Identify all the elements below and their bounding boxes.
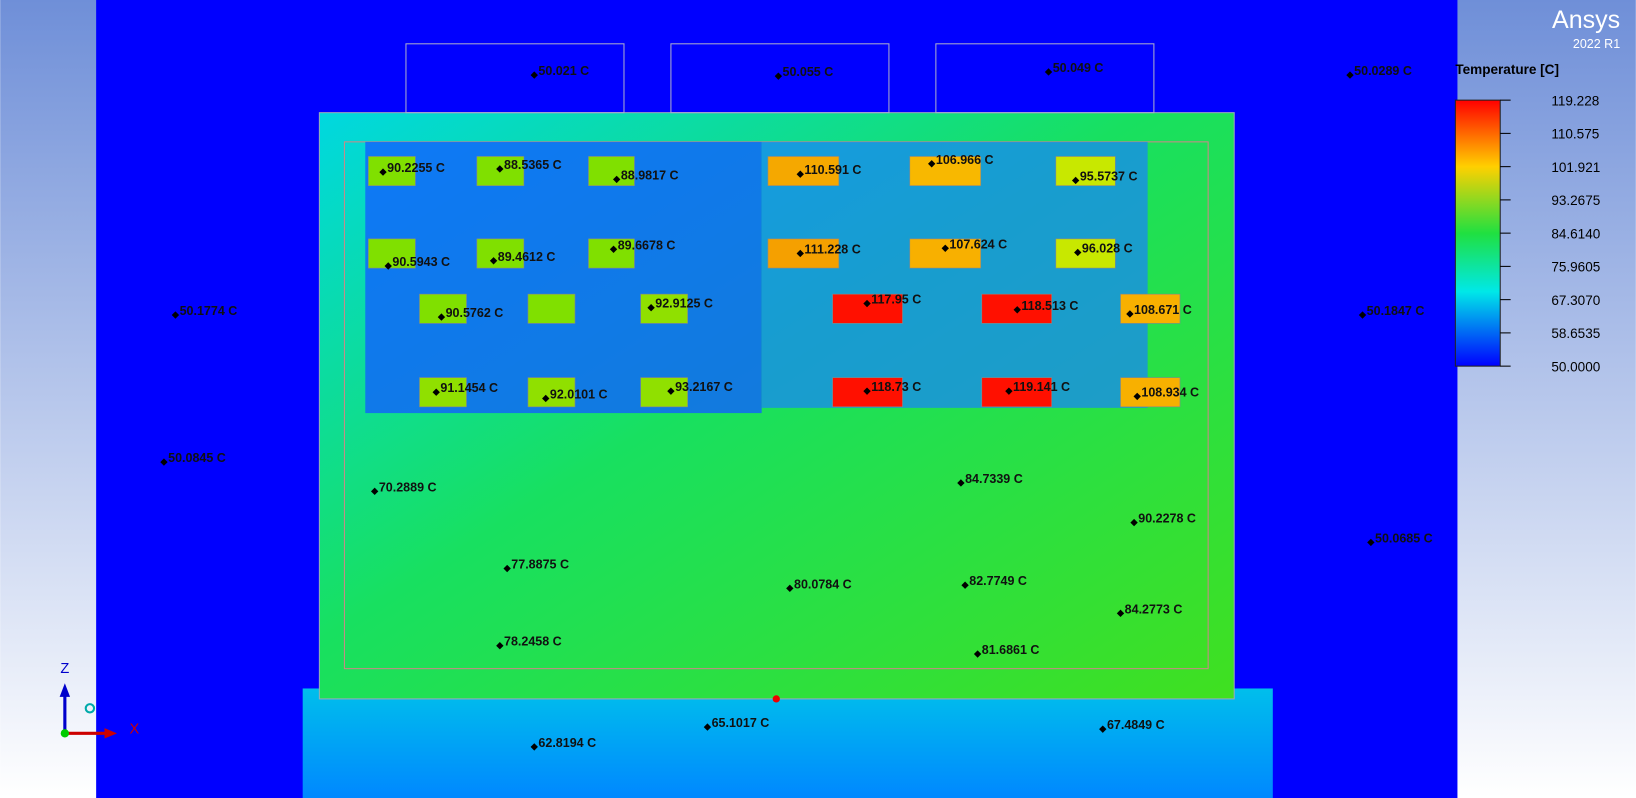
probe-label: 89.6678 C: [618, 238, 676, 252]
probe-label: 107.624 C: [949, 237, 1007, 251]
probe-marker: [612, 175, 621, 184]
probe-label: 96.028 C: [1082, 241, 1133, 255]
probe-label: 65.1017 C: [712, 716, 770, 730]
legend-label: 75.9605: [1551, 260, 1600, 275]
outflow-region: [302, 688, 1273, 798]
legend-label: 101.921: [1551, 160, 1600, 175]
probe-label: 90.5943 C: [392, 255, 450, 269]
probes: 50.021 C 50.055 C 50.049 C 50.0289 C 90.2255…: [160, 61, 1433, 751]
probe-marker: [973, 650, 982, 658]
legend-label: 50.0000: [1551, 359, 1600, 374]
probe-marker: [379, 168, 387, 176]
probe-label: 62.8194 C: [538, 736, 596, 750]
probe-label: 108.934 C: [1141, 385, 1199, 399]
legend-title: Temperature [C]: [1455, 62, 1559, 77]
brand-name: Ansys: [1552, 6, 1620, 34]
probe-label: 82.7749 C: [969, 574, 1027, 588]
z-axis-label: Z: [60, 661, 69, 677]
probe-label: 50.055 C: [783, 65, 834, 79]
probe-label: 90.2255 C: [387, 161, 445, 175]
probe-label: 118.513 C: [1021, 299, 1078, 313]
probe-label: 119.141 C: [1013, 380, 1070, 394]
probe-label: 50.1774 C: [180, 304, 238, 318]
color-bar: [1454, 99, 1501, 367]
probe-label: 117.95 C: [871, 293, 921, 307]
probe-label: 88.9817 C: [621, 168, 679, 182]
probe-label: 90.2278 C: [1138, 512, 1196, 526]
probe-marker: [1013, 306, 1021, 314]
probe-marker: [489, 257, 498, 265]
legend-labels: 119.228 110.575 101.921 93.2675 84.6140 75.96…: [1500, 93, 1600, 374]
legend-label: 67.3070: [1551, 293, 1600, 308]
probe-label: 111.228 C: [804, 242, 860, 256]
probe-label: 90.5762 C: [446, 306, 504, 320]
probe-label: 93.2167 C: [675, 380, 733, 394]
probe-marker: [1099, 725, 1107, 733]
probe-label: 89.4612 C: [498, 250, 556, 264]
probe-label: 108.671 C: [1134, 303, 1192, 317]
probe-label: 110.591 C: [804, 163, 861, 177]
component-zone: [365, 141, 762, 414]
probe-marker: [1071, 176, 1080, 185]
probe-marker: [432, 388, 440, 396]
probe-marker: [1005, 387, 1013, 395]
origin-marker: [772, 695, 780, 703]
probe-marker: [503, 564, 511, 573]
probe-marker: [609, 245, 618, 253]
probe-label: 95.5737 C: [1080, 169, 1138, 183]
probe-label: 50.1847 C: [1367, 304, 1425, 318]
probe-label: 81.6861 C: [982, 643, 1040, 657]
probe-label: 50.021 C: [538, 64, 589, 78]
probe-marker: [437, 313, 446, 321]
axis-triad: Z X: [59, 661, 140, 739]
probe-marker: [941, 244, 949, 252]
inlets: [405, 43, 1155, 114]
probe-marker: [863, 299, 871, 308]
probe-marker: [496, 165, 504, 173]
probe-marker: [542, 394, 550, 403]
probe-label: 84.7339 C: [965, 472, 1023, 486]
probe-label: 88.5365 C: [504, 158, 562, 172]
probe-label: 80.0784 C: [794, 577, 852, 591]
brand-version: 2022 R1: [1573, 37, 1620, 51]
probe-label: 50.049 C: [1053, 61, 1104, 75]
probe-label: 92.9125 C: [655, 297, 713, 311]
legend-label: 119.228: [1551, 93, 1599, 108]
probe-marker: [1044, 68, 1053, 76]
probe-label: 92.0101 C: [550, 387, 608, 401]
x-axis-label: X: [130, 721, 140, 737]
probe-marker: [160, 458, 168, 466]
legend-label: 110.575: [1551, 127, 1599, 142]
probe-marker: [1346, 71, 1354, 79]
probe-label: 50.0289 C: [1354, 64, 1412, 78]
legend-label: 93.2675: [1551, 193, 1600, 208]
probe-marker: [957, 479, 965, 487]
probe-marker: [961, 581, 969, 589]
probe-label: 50.0685 C: [1375, 531, 1433, 545]
probe-label: 67.4849 C: [1107, 718, 1165, 732]
probe-label: 78.2458 C: [504, 635, 562, 649]
probe-marker: [171, 311, 180, 319]
probe-marker: [863, 387, 871, 395]
legend-label: 84.6140: [1551, 226, 1600, 241]
probe-marker: [384, 262, 392, 270]
probe-marker: [667, 387, 675, 395]
probe-marker: [703, 723, 712, 731]
probe-label: 91.1454 C: [440, 381, 498, 395]
probe-label: 106.966 C: [936, 153, 994, 167]
probe-marker: [647, 304, 655, 312]
legend-label: 58.6535: [1551, 326, 1600, 341]
probe-label: 50.0845 C: [168, 451, 226, 465]
probe-label: 70.2889 C: [379, 480, 437, 494]
probe-label: 84.2773 C: [1125, 602, 1183, 616]
component-zone: [761, 141, 1148, 408]
probe-label: 77.8875 C: [511, 558, 569, 572]
probe-label: 118.73 C: [871, 380, 921, 394]
